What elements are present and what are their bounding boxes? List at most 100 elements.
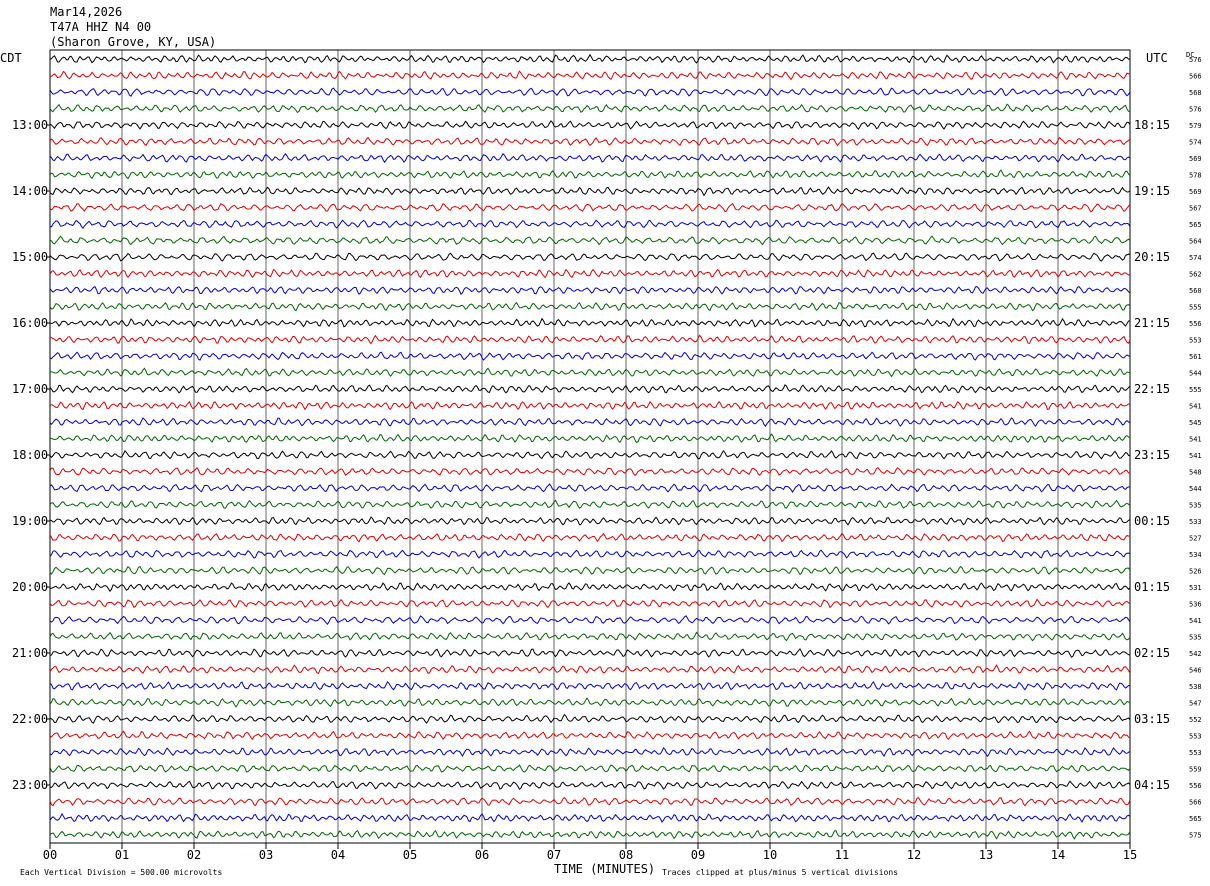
trace-line	[49, 136, 1131, 147]
utc-hour-label: 20:15	[1134, 250, 1170, 264]
dc-offset-label: 565	[1189, 815, 1202, 823]
trace-line	[49, 252, 1131, 262]
trace-line	[49, 367, 1131, 378]
trace-line	[49, 219, 1131, 229]
dc-offset-label: 535	[1189, 634, 1202, 642]
trace-line	[49, 433, 1131, 444]
trace-line	[49, 70, 1131, 81]
cdt-hour-label: 21:00	[12, 646, 48, 660]
trace-line	[49, 664, 1131, 674]
dc-offset-label: 568	[1189, 89, 1202, 97]
dc-offset-label: 579	[1189, 122, 1202, 130]
dc-offset-label: 533	[1189, 518, 1202, 526]
dc-offset-label: 555	[1189, 304, 1202, 312]
trace-line	[49, 582, 1131, 593]
dc-offset-label: 548	[1189, 469, 1202, 477]
utc-hour-label: 03:15	[1134, 712, 1170, 726]
dc-offset-label: 538	[1189, 683, 1202, 691]
trace-line	[49, 449, 1131, 460]
trace-line	[49, 169, 1131, 180]
x-tick-label: 15	[1123, 848, 1137, 862]
dc-offset-label: 531	[1189, 584, 1202, 592]
utc-hour-label: 19:15	[1134, 184, 1170, 198]
dc-offset-label: 553	[1189, 337, 1202, 345]
dc-offset-label: 566	[1189, 799, 1202, 807]
utc-hour-label: 22:15	[1134, 382, 1170, 396]
plot-frame	[49, 49, 1131, 844]
trace-line	[49, 829, 1131, 840]
utc-hour-label: 04:15	[1134, 778, 1170, 792]
right-axis-title: UTC	[1146, 51, 1168, 65]
utc-hour-label: 21:15	[1134, 316, 1170, 330]
trace-line	[49, 549, 1131, 559]
dc-offset-label: 545	[1189, 419, 1202, 427]
cdt-hour-label: 19:00	[12, 514, 48, 528]
dc-offset-label: 526	[1189, 568, 1202, 576]
trace-line	[49, 285, 1131, 295]
dc-offset-label: 527	[1189, 535, 1202, 543]
dc-offset-label: 553	[1189, 749, 1202, 757]
dc-offset-label: 562	[1189, 271, 1202, 279]
trace-line	[49, 235, 1131, 246]
cdt-hour-label: 17:00	[12, 382, 48, 396]
x-tick-label: 06	[475, 848, 489, 862]
dc-offset-label: 535	[1189, 502, 1202, 510]
trace-line	[49, 746, 1131, 758]
dc-offset-label: 541	[1189, 436, 1202, 444]
utc-hour-label: 18:15	[1134, 118, 1170, 132]
dc-offset-label: 547	[1189, 700, 1202, 708]
x-tick-label: 13	[979, 848, 993, 862]
utc-hour-label: 01:15	[1134, 580, 1170, 594]
cdt-hour-label: 15:00	[12, 250, 48, 264]
x-axis-title: TIME (MINUTES)	[554, 862, 655, 876]
dc-offset-label: 576	[1189, 56, 1202, 64]
trace-line	[49, 103, 1131, 114]
trace-line	[49, 631, 1131, 642]
x-tick-label: 12	[907, 848, 921, 862]
trace-line	[49, 812, 1131, 824]
header-location: (Sharon Grove, KY, USA)	[50, 35, 216, 49]
dc-offset-label: 546	[1189, 667, 1202, 675]
dc-offset-label: 566	[1189, 73, 1202, 81]
header-date: Mar14,2026	[50, 5, 122, 19]
trace-line	[49, 615, 1131, 626]
trace-line	[49, 532, 1131, 543]
trace-line	[49, 152, 1131, 164]
cdt-hour-label: 18:00	[12, 448, 48, 462]
dc-offset-label: 552	[1189, 716, 1202, 724]
x-tick-label: 11	[835, 848, 849, 862]
trace-line	[49, 202, 1131, 213]
cdt-hour-label: 13:00	[12, 118, 48, 132]
trace-line	[49, 697, 1131, 708]
trace-line	[49, 680, 1131, 691]
trace-line	[49, 120, 1131, 130]
trace-line	[49, 467, 1131, 477]
dc-offset-label: 541	[1189, 617, 1202, 625]
utc-hour-label: 23:15	[1134, 448, 1170, 462]
trace-line	[49, 730, 1131, 741]
trace-line	[49, 186, 1131, 197]
trace-line	[49, 598, 1131, 609]
cdt-hour-label: 20:00	[12, 580, 48, 594]
grid-layer	[46, 49, 1131, 849]
trace-line	[49, 301, 1131, 312]
header-station: T47A HHZ N4 00	[50, 20, 151, 34]
x-tick-label: 10	[763, 848, 777, 862]
trace-line	[49, 713, 1131, 724]
dc-offset-label: 567	[1189, 205, 1202, 213]
x-tick-label: 07	[547, 848, 561, 862]
trace-line	[49, 780, 1131, 790]
cdt-hour-label: 16:00	[12, 316, 48, 330]
trace-line	[49, 268, 1131, 279]
dc-offset-label: 569	[1189, 188, 1202, 196]
dc-offset-label: 536	[1189, 601, 1202, 609]
left-axis-title: CDT	[0, 51, 22, 65]
cdt-hour-label: 14:00	[12, 184, 48, 198]
trace-line	[49, 516, 1131, 526]
dc-offset-label: 559	[1189, 766, 1202, 774]
trace-line	[49, 565, 1131, 576]
dc-offset-label: 574	[1189, 139, 1202, 147]
utc-hour-label: 00:15	[1134, 514, 1170, 528]
dc-offset-label: 560	[1189, 287, 1202, 295]
